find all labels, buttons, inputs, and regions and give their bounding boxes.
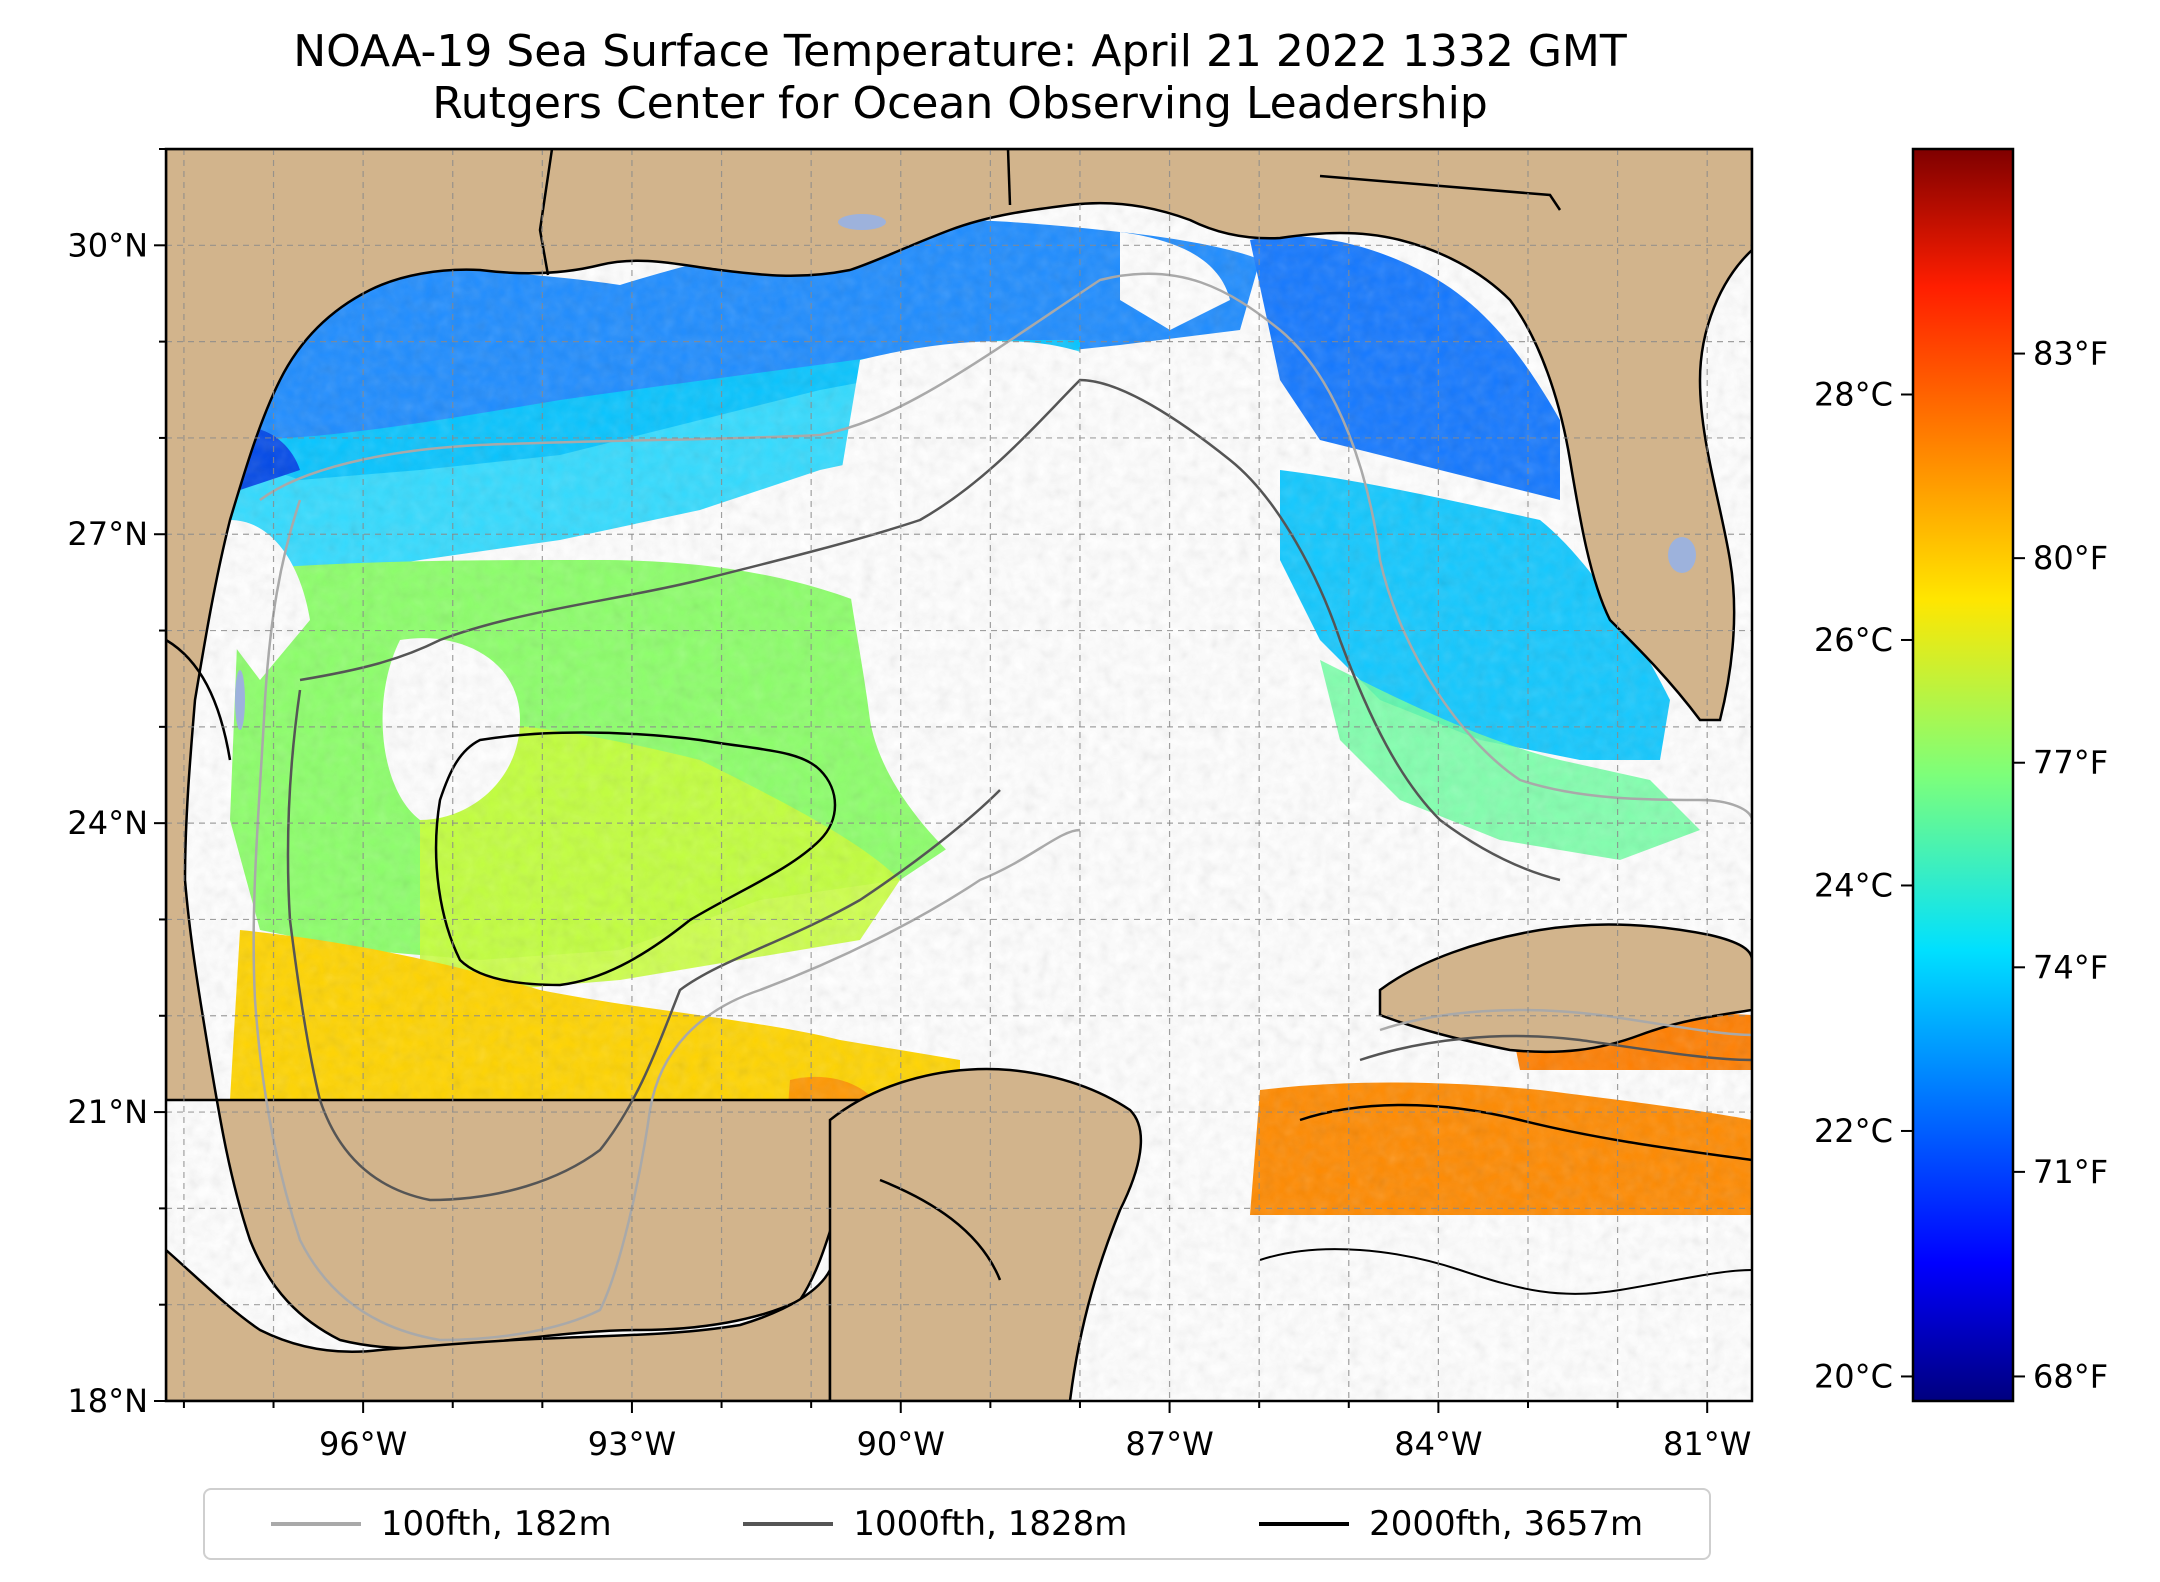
fahrenheit-tick-label: 83°F	[2033, 335, 2108, 373]
boundary-alabama-florida	[1319, 174, 1562, 211]
colorbar-celsius-axis: 20°C 22°C 24°C 26°C 28°C	[1814, 375, 1913, 1395]
boundary-texas-louisiana	[538, 149, 554, 276]
graticule	[166, 149, 1752, 1401]
contour-100fth-caribbean	[1379, 1008, 1752, 1037]
contour-1000fth-west	[286, 689, 1001, 1202]
fahrenheit-tick-label: 68°F	[2033, 1357, 2108, 1395]
colorbar-fahrenheit-axis: 68°F 71°F 74°F 77°F 80°F 83°F	[2013, 335, 2108, 1395]
map-frame	[164, 147, 1754, 1403]
contour-1000fth-caribbean	[1359, 1034, 1752, 1062]
land-mexico-south	[166, 1248, 832, 1401]
celsius-tick-label: 20°C	[1814, 1357, 1893, 1395]
land	[166, 149, 1752, 1401]
map-area	[166, 149, 1752, 1401]
legend-label-2000fth: 2000fth, 3657m	[1369, 1504, 1644, 1544]
legend-label-100fth: 100fth, 182m	[380, 1504, 612, 1544]
lake-pontchartrain	[838, 214, 886, 230]
lake-okeechobee	[1668, 537, 1696, 573]
fahrenheit-tick-label: 77°F	[2033, 744, 2108, 782]
legend-item-1000fth: 1000fth, 1828m	[743, 1504, 1127, 1544]
bathymetry-contours	[252, 272, 1752, 1342]
celsius-tick-label: 22°C	[1814, 1112, 1893, 1150]
boundary-yucatan-states	[879, 1178, 1002, 1281]
lon-tick-label: 87°W	[1125, 1425, 1213, 1463]
boundary-mississippi-alabama	[1006, 149, 1012, 206]
lon-tick-label: 81°W	[1663, 1425, 1751, 1463]
land-cuba	[1378, 923, 1752, 1054]
fahrenheit-tick-label: 71°F	[2033, 1153, 2108, 1191]
celsius-tick-label: 26°C	[1814, 621, 1893, 659]
boundaries	[166, 149, 1562, 1281]
lat-tick-label: 30°N	[67, 226, 148, 264]
lon-tick-label: 96°W	[319, 1425, 407, 1463]
legend-swatch-1000fth	[743, 1522, 834, 1526]
legend-label-1000fth: 1000fth, 1828m	[853, 1504, 1128, 1544]
fahrenheit-tick-label: 74°F	[2033, 948, 2108, 986]
longitude-axis: 96°W 93°W 90°W 87°W 84°W 81°W	[182, 1401, 1751, 1463]
coastal-lagoon-texas	[235, 670, 245, 730]
legend-swatch-2000fth	[1259, 1522, 1350, 1526]
celsius-tick-label: 28°C	[1814, 375, 1893, 413]
contour-100fth-west	[252, 499, 1081, 1342]
legend-item-2000fth: 2000fth, 3657m	[1259, 1504, 1643, 1544]
title-line-1: NOAA-19 Sea Surface Temperature: April 2…	[293, 26, 1627, 77]
colorbar	[1911, 147, 2015, 1403]
bathymetry-legend: 100fth, 182m 1000fth, 1828m 2000fth, 365…	[203, 1488, 1711, 1560]
fahrenheit-tick-label: 80°F	[2033, 539, 2108, 577]
contour-2000fth	[434, 731, 837, 987]
contour-100fth	[259, 272, 1752, 821]
contour-1000fth	[299, 378, 1561, 882]
title-line-2: Rutgers Center for Ocean Observing Leade…	[432, 78, 1488, 129]
legend-swatch-100fth	[270, 1522, 361, 1526]
contour-2000fth-caribbean	[1299, 1103, 1752, 1162]
lat-tick-label: 27°N	[67, 515, 148, 553]
land-us-gulf-coast	[166, 149, 1752, 1350]
legend-item-100fth: 100fth, 182m	[270, 1504, 612, 1544]
latitude-axis: 18°N 21°N 24°N 27°N 30°N	[67, 148, 166, 1420]
lat-tick-label: 21°N	[67, 1093, 148, 1131]
celsius-tick-label: 24°C	[1814, 866, 1893, 904]
lon-tick-label: 90°W	[857, 1425, 945, 1463]
lon-tick-label: 84°W	[1394, 1425, 1482, 1463]
inland-water	[235, 214, 1696, 730]
boundary-mexico-states	[166, 638, 232, 761]
lat-tick-label: 24°N	[67, 804, 148, 842]
lat-tick-label: 18°N	[67, 1382, 148, 1420]
lon-tick-label: 93°W	[588, 1425, 676, 1463]
land-yucatan	[828, 1067, 1143, 1401]
map-title: NOAA-19 Sea Surface Temperature: April 2…	[160, 26, 1760, 130]
